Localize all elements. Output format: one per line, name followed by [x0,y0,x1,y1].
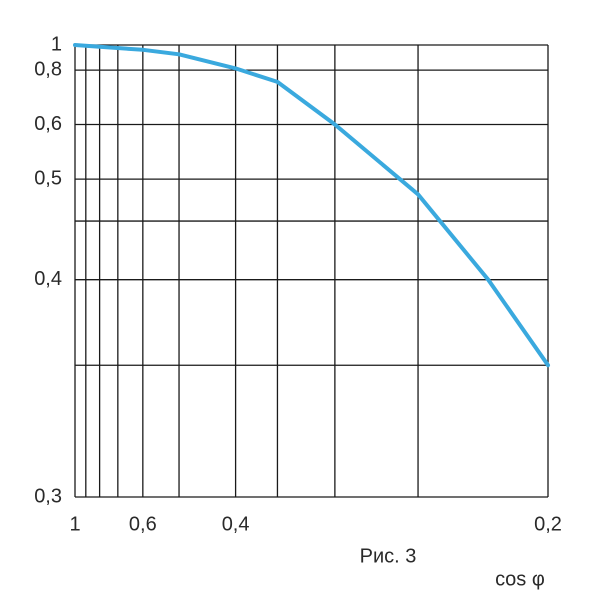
x-tick-label: 0,6 [129,513,157,535]
y-tick-label: 1 [51,33,62,55]
y-tick-label: 0,6 [34,113,62,135]
x-axis-label: cos φ [495,568,545,590]
caption: Рис. 3 [360,545,417,567]
x-tick-label: 1 [69,513,80,535]
y-tick-label: 0,8 [34,58,62,80]
y-tick-label: 0,5 [34,167,62,189]
y-tick-label: 0,3 [34,485,62,507]
y-tick-label: 0,4 [34,268,62,290]
x-tick-label: 0,2 [534,513,562,535]
x-tick-label: 0,4 [222,513,250,535]
data-line [73,43,550,368]
